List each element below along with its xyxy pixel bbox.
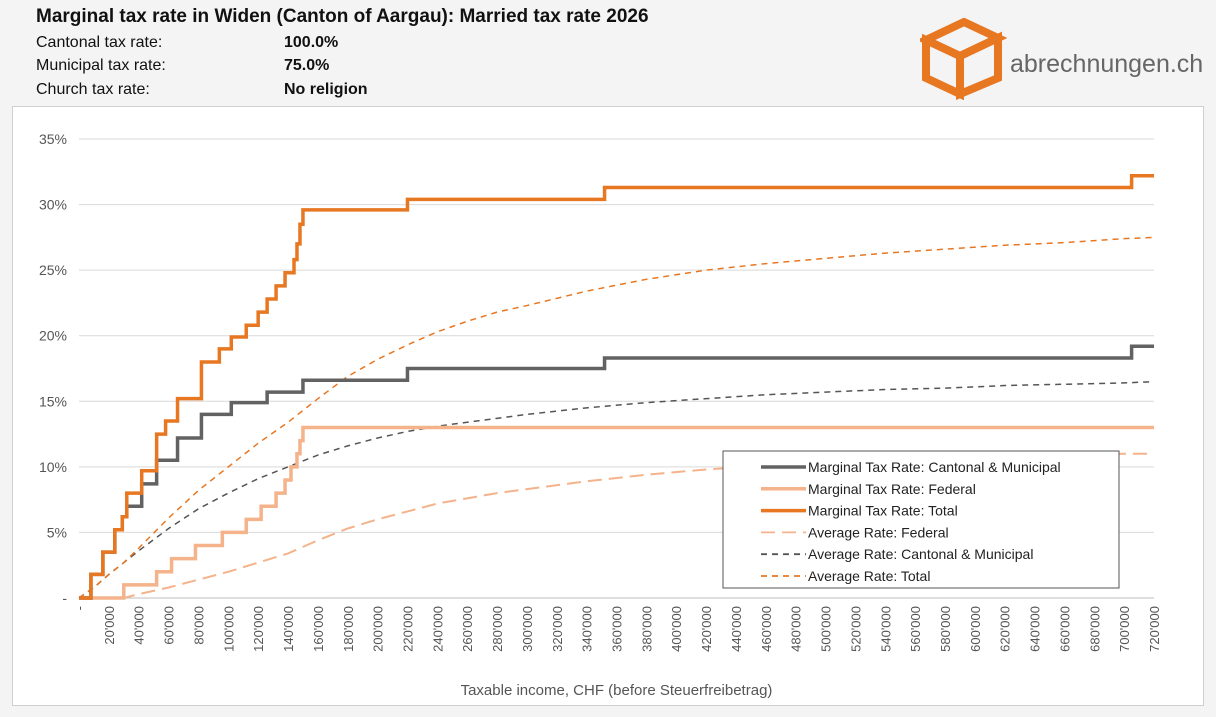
chart-title: Marginal tax rate in Widen (Canton of Aa… (36, 6, 649, 27)
x-tick-label: - (72, 606, 87, 610)
x-tick-label: 680'000 (1087, 606, 1102, 652)
x-tick-label: 460'000 (759, 606, 774, 652)
church-rate-value: No religion (284, 81, 368, 98)
x-tick-label: 400'000 (669, 606, 684, 652)
cantonal-rate-label: Cantonal tax rate: (36, 34, 163, 51)
x-tick-label: 500'000 (819, 606, 834, 652)
x-tick-label: 260'000 (460, 606, 475, 652)
y-tick-label: 35% (39, 131, 67, 147)
x-tick-label: 360'000 (610, 606, 625, 652)
x-tick-label: 660'000 (1057, 606, 1072, 652)
x-tick-label: 340'000 (580, 606, 595, 652)
legend-label: Marginal Tax Rate: Federal (808, 481, 976, 497)
x-tick-label: 720'000 (1147, 606, 1162, 652)
x-tick-label: 80'000 (191, 606, 206, 645)
cantonal-rate-value: 100.0% (284, 34, 339, 51)
y-tick-label: - (62, 590, 67, 606)
x-tick-label: 520'000 (848, 606, 863, 652)
x-tick-label: 40'000 (132, 606, 147, 645)
x-axis-title: Taxable income, CHF (before Steuerfreibe… (461, 682, 773, 699)
y-tick-label: 30% (39, 197, 67, 213)
x-tick-label: 140'000 (281, 606, 296, 652)
x-tick-label: 540'000 (878, 606, 893, 652)
x-tick-label: 600'000 (968, 606, 983, 652)
chart-area: - 5% 10% 15% 20% 25% 30% 35% - 20'000 40'000 60'000… (12, 106, 1204, 706)
x-tick-label: 200'000 (371, 606, 386, 652)
x-tick-label: 220'000 (400, 606, 415, 652)
x-tick-label: 560'000 (908, 606, 923, 652)
x-tick-label: 300'000 (520, 606, 535, 652)
legend-label: Average Rate: Total (808, 568, 930, 584)
logo-text: abrechnungen.ch (1010, 50, 1204, 78)
legend-label: Average Rate: Cantonal & Municipal (808, 546, 1033, 562)
x-tick-label: 480'000 (789, 606, 804, 652)
municipal-rate-label: Municipal tax rate: (36, 57, 166, 74)
legend-box (722, 450, 1120, 589)
x-tick-label: 280'000 (490, 606, 505, 652)
x-tick-label: 580'000 (938, 606, 953, 652)
y-tick-label: 20% (39, 328, 67, 344)
x-tick-label: 640'000 (1028, 606, 1043, 652)
church-rate-label: Church tax rate: (36, 81, 150, 98)
tax-rate-chart: - 5% 10% 15% 20% 25% 30% 35% - 20'000 40'000 60'000… (39, 131, 1162, 699)
y-tick-label: 10% (39, 459, 67, 475)
x-tick-label: 620'000 (998, 606, 1013, 652)
x-tick-label: 380'000 (639, 606, 654, 652)
series-line (78, 236, 1155, 599)
series-line (79, 425, 1154, 600)
x-tick-label: 320'000 (550, 606, 565, 652)
x-tick-label: 20'000 (102, 606, 117, 645)
municipal-rate-value: 75.0% (284, 57, 330, 74)
x-tick-label: 240'000 (430, 606, 445, 652)
y-tick-label: 15% (39, 393, 67, 409)
y-tick-label: 5% (47, 524, 67, 540)
legend-label: Average Rate: Federal (808, 524, 949, 540)
x-tick-label: 440'000 (729, 606, 744, 652)
x-tick-label: 100'000 (221, 606, 236, 652)
x-tick-label: 60'000 (162, 606, 177, 645)
x-tick-label: 180'000 (341, 606, 356, 652)
legend-label: Marginal Tax Rate: Cantonal & Municipal (808, 459, 1061, 475)
series-line (78, 380, 1155, 599)
x-tick-label: 120'000 (251, 606, 266, 652)
y-tick-label: 25% (39, 262, 67, 278)
x-tick-label: 700'000 (1117, 606, 1132, 652)
legend-label: Marginal Tax Rate: Total (808, 503, 958, 519)
cube-icon (920, 18, 1008, 100)
series-line (79, 173, 1154, 600)
x-tick-label: 420'000 (699, 606, 714, 652)
x-tick-label: 160'000 (311, 606, 326, 652)
